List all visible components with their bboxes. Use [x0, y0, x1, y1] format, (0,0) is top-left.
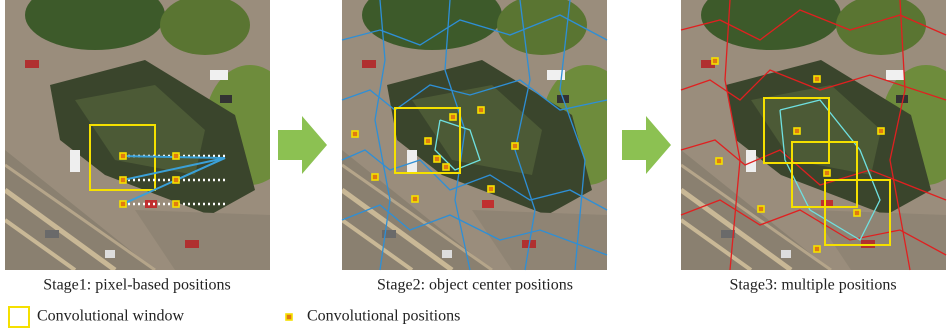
legend-window-icon: [9, 307, 29, 327]
panel-3: [681, 0, 951, 270]
arrow: [278, 116, 327, 174]
figure: Stage1: pixel-based positions Stage2: ob…: [0, 0, 951, 332]
legend-position-icon: [286, 314, 292, 320]
caption: Stage1: pixel-based positions: [43, 277, 231, 294]
legend-label: Convolutional window: [37, 308, 185, 325]
caption: Stage2: object center positions: [377, 277, 573, 294]
arrow: [622, 116, 671, 174]
legend-label: Convolutional positions: [307, 308, 460, 325]
panel-2: [342, 0, 632, 270]
panel-1: [5, 0, 295, 270]
caption: Stage3: multiple positions: [729, 277, 896, 294]
